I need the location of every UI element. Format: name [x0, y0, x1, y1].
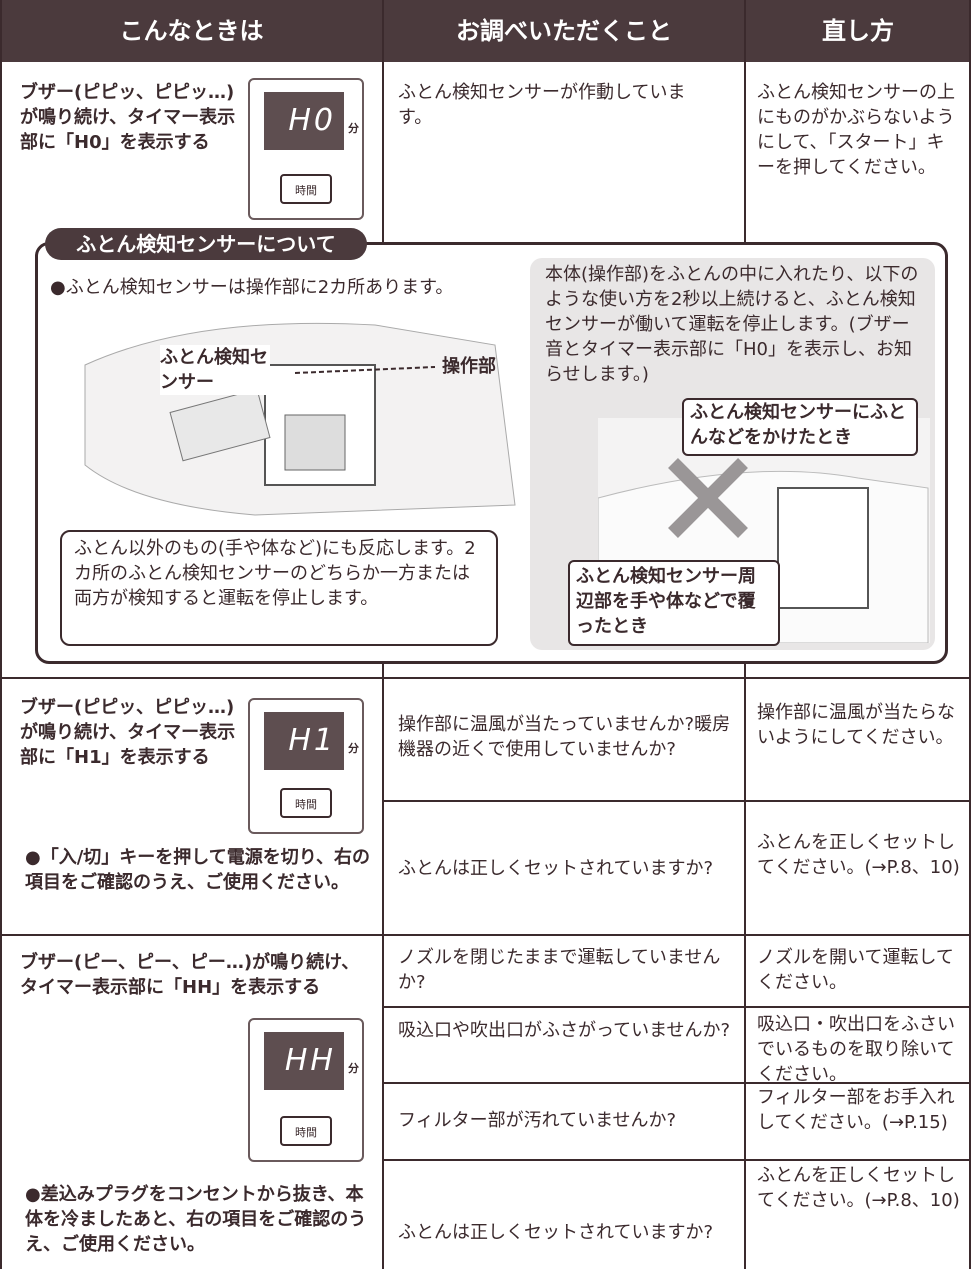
check: ふとんは正しくセットされていますか? — [398, 1222, 714, 1243]
time-button: 時間 — [280, 174, 332, 204]
info-note: ふとん以外のもの(手や体など)にも反応します。2カ所のふとん検知センサーのどちら… — [60, 530, 498, 646]
callout: ふとん検知センサーにふとんなどをかけたとき — [682, 398, 918, 456]
timer-display: H1 分時間 — [248, 698, 364, 834]
display-code: HH — [264, 1032, 344, 1090]
bullet: ●ふとん検知センサーは操作部に2カ所あります。 — [50, 277, 454, 298]
sensor-label: ふとん検知センサー — [160, 345, 270, 395]
fix: ノズルを開いて運転してください。 — [757, 947, 954, 993]
check: ふとんは正しくセットされていますか? — [398, 858, 714, 879]
border — [383, 1159, 971, 1161]
info-title: ふとん検知センサーについて — [45, 228, 367, 260]
border — [0, 0, 2, 1269]
sensor-illustration — [84, 322, 516, 516]
check: ふとん検知センサーが作動しています。 — [398, 82, 686, 128]
note: ●「入/切」キーを押して電源を切り、右の項目をご確認のうえ、ご使用ください。 — [25, 847, 371, 893]
panel-label: 操作部 — [442, 356, 496, 377]
border — [383, 800, 971, 802]
header-cell: 直し方 — [822, 17, 894, 45]
check: 操作部に温風が当たっていませんか?暖房機器の近くで使用していませんか? — [398, 714, 731, 760]
callout: ふとん検知センサー周辺部を手や体などで覆ったとき — [568, 560, 780, 646]
border — [0, 934, 971, 936]
check: ノズルを閉じたままで運転していませんか? — [398, 947, 721, 993]
fix: 操作部に温風が当たらないようにしてください。 — [757, 702, 955, 748]
display-unit: 分 — [348, 1062, 359, 1075]
fix: ふとん検知センサーの上にものがかぶらないようにして、「スタート」キーを押してくだ… — [757, 82, 955, 178]
time-button: 時間 — [280, 1116, 332, 1146]
border — [969, 0, 971, 1269]
symptom: ブザー(ピピッ、ピピッ…)が鳴り続け、タイマー表示部に「H1」を表示する — [20, 697, 236, 768]
time-button: 時間 — [280, 788, 332, 818]
note: ●差込みプラグをコンセントから抜き、本体を冷ましたあと、右の項目をご確認のうえ、… — [25, 1184, 367, 1255]
symptom: ブザー(ピピッ、ピピッ…)が鳴り続け、タイマー表示部に「H0」を表示する — [20, 82, 236, 153]
header-bar — [0, 0, 971, 62]
fix: ふとんを正しくセットしてください。(→P.8、10) — [757, 1165, 960, 1211]
timer-display: HH 分時間 — [248, 1018, 364, 1162]
display-code: H0 — [264, 92, 344, 150]
fix: フィルター部をお手入れしてください。(→P.15) — [757, 1087, 955, 1133]
timer-display: H0 分時間 — [248, 78, 364, 220]
display-unit: 分 — [348, 122, 359, 135]
fix: 吸込口・吹出口をふさいでいるものを取り除いてください。 — [757, 1014, 955, 1085]
border — [383, 1006, 971, 1008]
display-unit: 分 — [348, 742, 359, 755]
fix: ふとんを正しくセットしてください。(→P.8、10) — [757, 832, 960, 878]
info-description: 本体(操作部)をふとんの中に入れたり、以下のような使い方を2秒以上続けると、ふと… — [545, 264, 919, 385]
border — [0, 677, 971, 679]
header-cell: こんなときは — [119, 17, 264, 45]
check: 吸込口や吹出口がふさがっていませんか? — [398, 1020, 731, 1041]
display-code: H1 — [264, 712, 344, 770]
symptom: ブザー(ピー、ピー、ピー…)が鳴り続け、タイマー表示部に「HH」を表示する — [20, 952, 360, 998]
check: フィルター部が汚れていませんか? — [398, 1110, 677, 1131]
border — [383, 1082, 971, 1084]
header-cell: お調べいただくこと — [456, 17, 672, 45]
